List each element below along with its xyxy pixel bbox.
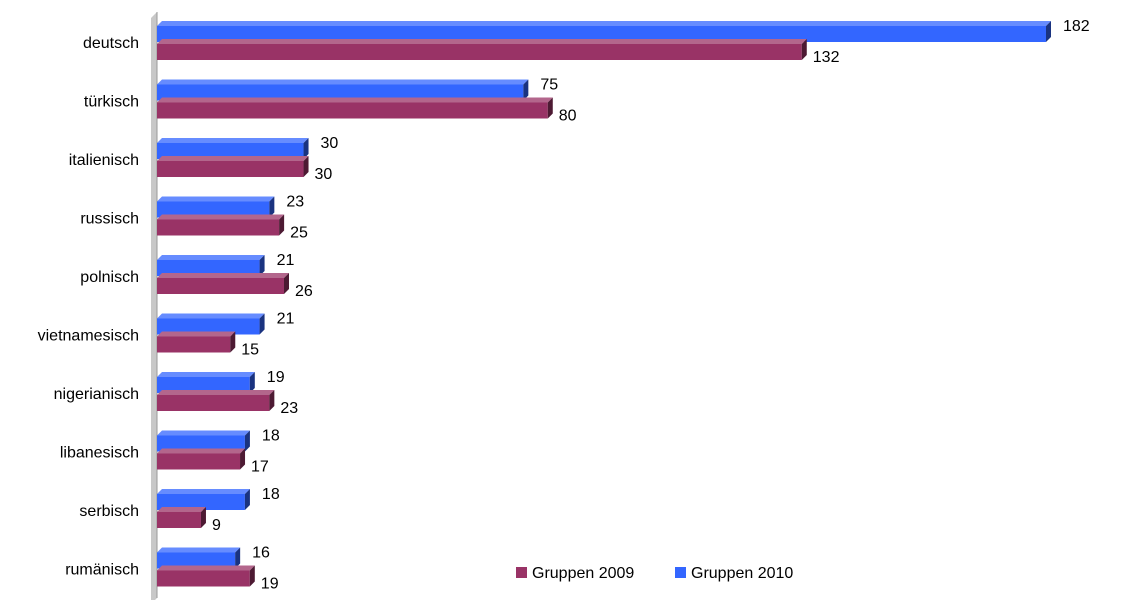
value-label-2010: 18: [262, 428, 280, 445]
value-label-2009: 30: [315, 166, 333, 183]
category-label: serbisch: [79, 503, 139, 520]
bar-libanesisch-2009: [157, 448, 246, 470]
legend-item: Gruppen 2009: [516, 565, 634, 582]
value-label-2009: 80: [559, 108, 577, 125]
value-label-2009: 132: [813, 49, 840, 66]
category-label: deutsch: [83, 35, 139, 52]
bar-serbisch-2010: [157, 489, 250, 510]
value-label-2010: 30: [321, 135, 339, 152]
value-label-2009: 9: [212, 517, 221, 534]
legend-label: Gruppen 2009: [532, 565, 634, 582]
value-label-2009: 23: [280, 400, 298, 417]
category-label: libanesisch: [60, 445, 139, 462]
axis-wall: [151, 12, 158, 600]
legend-label: Gruppen 2010: [691, 565, 793, 582]
value-label-2009: 26: [295, 283, 313, 300]
value-label-2010: 75: [540, 77, 558, 94]
value-label-2009: 19: [261, 576, 279, 593]
bar-polnisch-2010: [157, 255, 265, 276]
bar-türkisch-2009: [157, 97, 553, 119]
value-label-2010: 19: [267, 369, 285, 386]
category-label: vietnamesisch: [38, 328, 139, 345]
bar-italienisch-2010: [157, 138, 309, 159]
bar-russisch-2010: [157, 196, 275, 218]
value-label-2010: 182: [1063, 18, 1090, 35]
category-label: rumänisch: [65, 562, 139, 579]
category-labels: deutsch türkisch italienisch russisch polnis…: [38, 35, 139, 579]
value-label-2009: 17: [251, 459, 269, 476]
bar-türkisch-2010: [157, 79, 529, 101]
bar-vietnamesisch-2009: [157, 331, 236, 353]
legend-item: Gruppen 2010: [675, 565, 793, 582]
bar-russisch-2009: [157, 214, 285, 236]
bar-deutsch-2010: [157, 21, 1051, 42]
bar-deutsch-2009: [157, 39, 807, 60]
value-label-2009: 25: [290, 225, 308, 242]
category-label: italienisch: [69, 152, 139, 169]
bar-polnisch-2009: [157, 273, 289, 294]
axis-wall-face: [151, 12, 157, 600]
value-labels: 1821327580303023252126211519231817189161…: [212, 18, 1090, 593]
value-label-2010: 16: [252, 545, 270, 562]
bar-nigerianisch-2009: [157, 390, 275, 411]
category-label: nigerianisch: [54, 386, 139, 403]
value-label-2010: 18: [262, 486, 280, 503]
category-label: polnisch: [80, 269, 139, 286]
bar-rumänisch-2009: [157, 565, 255, 587]
bar-vietnamesisch-2010: [157, 313, 265, 335]
value-label-2009: 15: [241, 342, 259, 359]
value-label-2010: 21: [277, 311, 295, 328]
bar-serbisch-2009: [157, 507, 206, 528]
category-label: russisch: [80, 211, 139, 228]
category-label: türkisch: [84, 94, 139, 111]
value-label-2010: 23: [286, 194, 304, 211]
bars-group: [157, 21, 1051, 587]
value-label-2010: 21: [277, 252, 295, 269]
bar-nigerianisch-2010: [157, 372, 255, 393]
legend-swatch: [516, 567, 527, 578]
legend: Gruppen 2009 Gruppen 2010: [516, 565, 793, 582]
bar-libanesisch-2010: [157, 430, 250, 452]
bar-rumänisch-2010: [157, 547, 241, 569]
bar-italienisch-2009: [157, 156, 309, 177]
legend-swatch: [675, 567, 686, 578]
